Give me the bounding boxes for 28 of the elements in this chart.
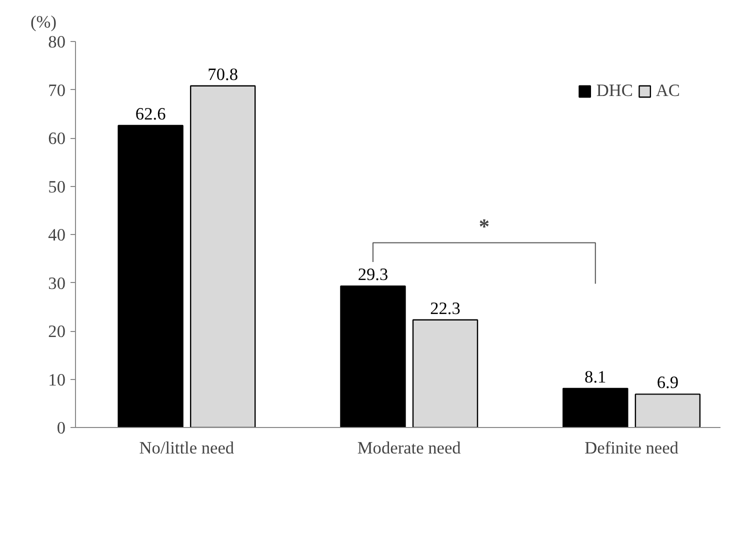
annotation: * — [478, 214, 490, 239]
y-tick-label: 40 — [48, 226, 66, 244]
data-label: 22.3 — [430, 298, 460, 318]
data-label: 70.8 — [208, 64, 238, 84]
bar — [562, 388, 628, 428]
y-tick-label: 0 — [56, 418, 66, 438]
y-tick-label: 30 — [48, 274, 66, 293]
y-tick-label: 70 — [48, 80, 66, 100]
data-label: 62.6 — [135, 104, 166, 124]
x-tick-label: Definite need — [584, 438, 679, 458]
legend-label: DHC — [596, 81, 633, 101]
bar — [118, 124, 184, 428]
data-label: 29.3 — [358, 265, 388, 284]
x-tick-label: No/little need — [139, 438, 234, 458]
bar — [412, 319, 478, 428]
y-tick-label: 60 — [48, 129, 66, 148]
y-tick-label: 20 — [48, 322, 66, 341]
y-tick-label: 80 — [48, 32, 66, 52]
bar — [340, 286, 406, 428]
y-axis-title: (%) — [30, 12, 57, 32]
bar — [190, 85, 256, 428]
x-tick-label: Moderate need — [357, 438, 462, 458]
data-label: 8.1 — [584, 367, 606, 386]
data-label: 6.9 — [656, 373, 679, 392]
bar — [634, 394, 701, 428]
y-tick-label: 10 — [48, 370, 66, 390]
legend-label: AC — [656, 81, 680, 101]
y-tick-label: 50 — [48, 177, 66, 196]
